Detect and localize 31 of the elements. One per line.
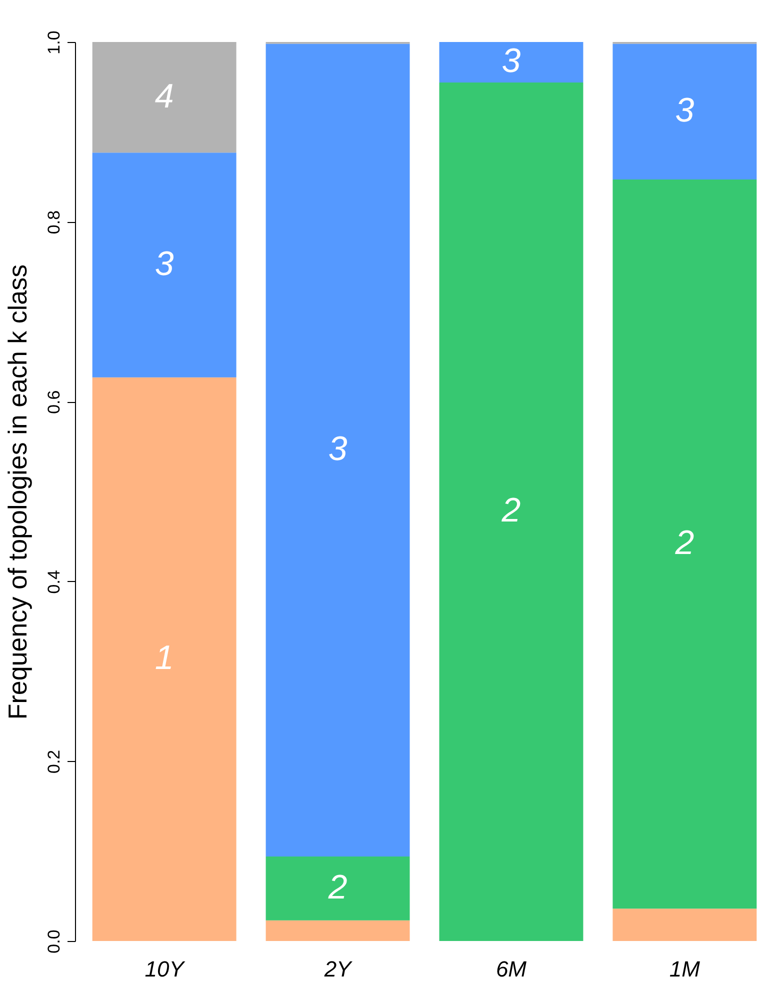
- y-tick-label: 0.4: [44, 570, 64, 594]
- bar: [439, 42, 584, 82]
- y-tick-label: 0.6: [44, 390, 64, 414]
- bar: [266, 44, 410, 856]
- text: 3: [675, 92, 694, 130]
- text: 2: [502, 492, 521, 530]
- bar: [439, 82, 584, 941]
- bar: [92, 42, 236, 153]
- y-tick-label: 0.0: [44, 930, 64, 954]
- bar: [266, 856, 410, 920]
- y-tick-label: 0.2: [44, 750, 64, 774]
- bar: [92, 377, 236, 941]
- series-label: 1: [154, 639, 174, 678]
- bar: [612, 908, 757, 941]
- series-label: 2: [327, 868, 348, 906]
- bar: [612, 44, 757, 180]
- bar: [266, 920, 410, 941]
- x-tick-label: 2Y: [323, 956, 353, 982]
- x-tick-label: 10Y: [144, 956, 186, 982]
- y-tick-label: 0.8: [44, 210, 64, 234]
- series-label: 4: [154, 77, 174, 116]
- text: 3: [154, 244, 174, 283]
- text: 2: [675, 524, 694, 562]
- bar: [92, 152, 236, 378]
- text: 3: [328, 430, 348, 468]
- x-tick-label: 1M: [669, 956, 701, 982]
- series-label: 3: [502, 42, 521, 80]
- y-tick-label: 1.0: [44, 30, 64, 54]
- x-tick-label: 6M: [496, 956, 528, 982]
- bar: [612, 180, 757, 909]
- y-axis-title: Frequency of topologies in each k class: [2, 264, 32, 720]
